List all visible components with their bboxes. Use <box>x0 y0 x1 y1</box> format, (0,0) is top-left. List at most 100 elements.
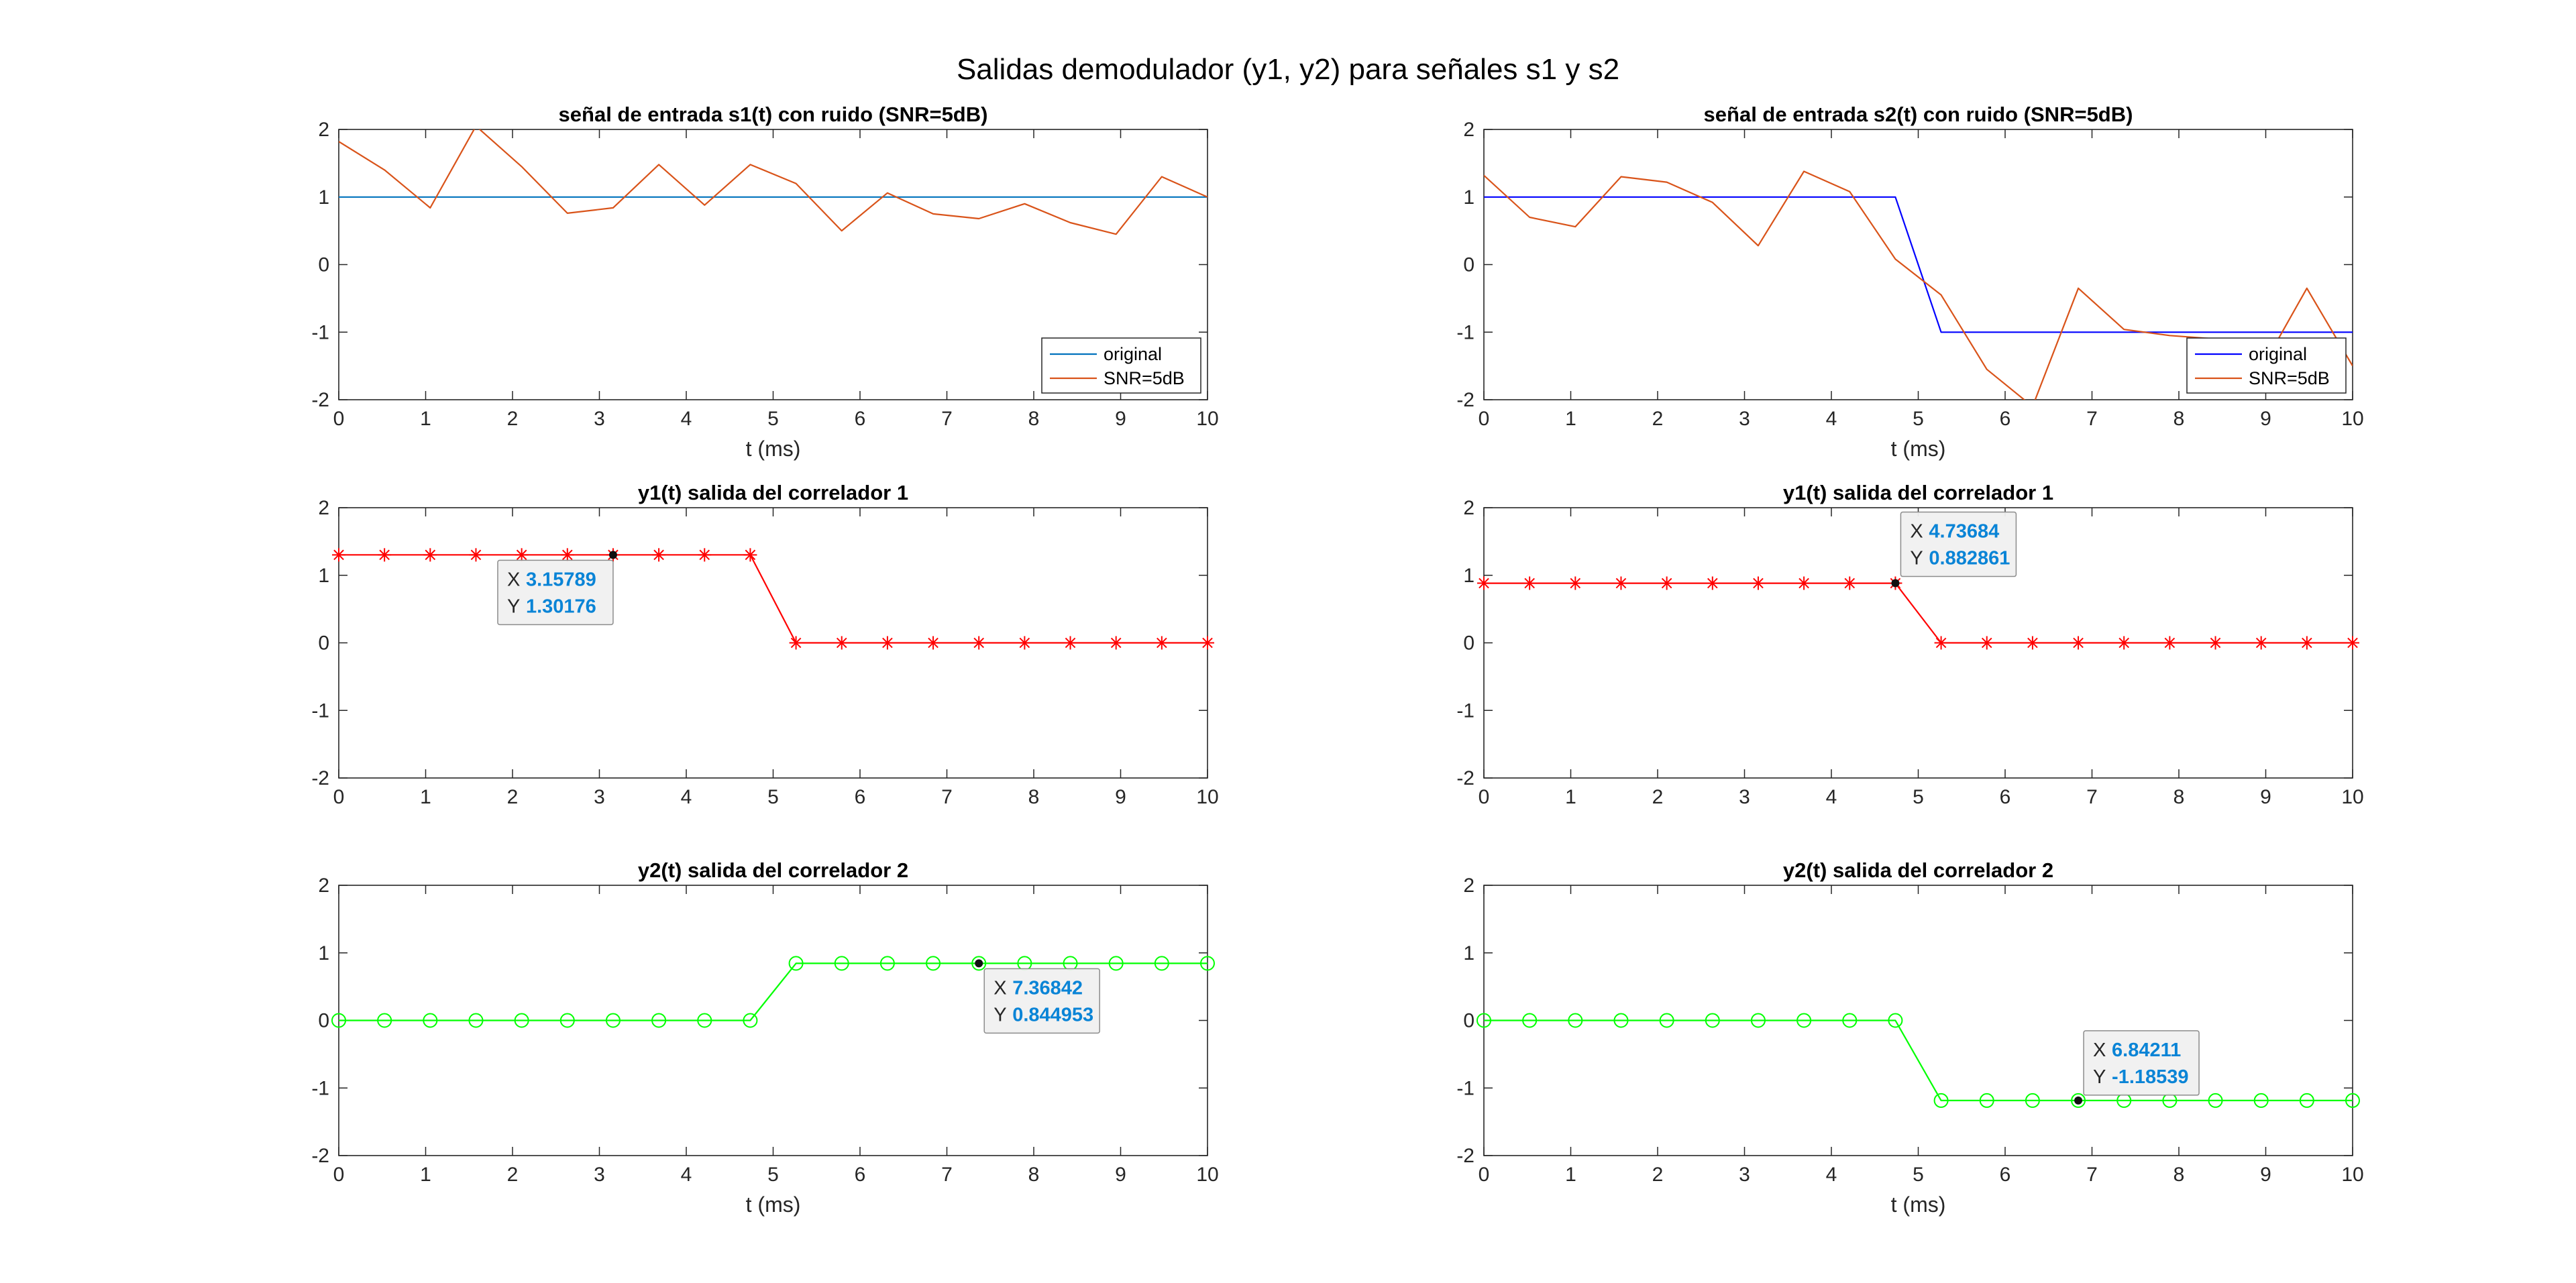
marker-stroke <box>379 549 390 561</box>
data-point-marker <box>1888 1013 1903 1028</box>
data-point-marker <box>1705 576 1719 590</box>
y-tick-label: 2 <box>1463 119 1474 141</box>
x-tick-label: 3 <box>1739 1164 1750 1186</box>
datatip-x-key: X <box>994 977 1006 999</box>
datatip-anchor-point <box>2074 1096 2083 1105</box>
subplot-4: y1(t) salida del correlador 1 0 1 2 3 4 5 6 7 8 9 1… <box>1456 481 2363 808</box>
datatip-x-key: X <box>2093 1040 2106 1061</box>
x-tick-label: 2 <box>507 408 519 430</box>
data-point-marker <box>2346 636 2359 650</box>
data-point-marker <box>1568 1013 1583 1028</box>
datatip-x-key: X <box>507 569 520 590</box>
y-tick-label: 0 <box>318 632 329 655</box>
data-point-marker <box>468 1013 484 1028</box>
data-point-marker <box>1750 1013 1766 1028</box>
data-point-marker <box>1843 576 1857 590</box>
data-point-marker <box>1842 1013 1858 1028</box>
x-tick-label: 10 <box>2341 1164 2363 1186</box>
datatip-y-value: 1.30176 <box>526 596 596 617</box>
subplot-title: y2(t) salida del correlador 2 <box>1783 858 2053 882</box>
datatip-y-key: Y <box>994 1004 1006 1025</box>
series-line-1 <box>339 962 1208 1021</box>
datatip-y-value: 0.882861 <box>1929 548 2010 569</box>
data-point-marker <box>1614 576 1628 590</box>
marker-stroke <box>745 549 756 561</box>
marker-stroke <box>333 549 344 561</box>
datatip-box <box>1900 511 2017 577</box>
y-tick-label: 2 <box>1463 497 1474 519</box>
datatip-y-value: -1.18539 <box>2112 1066 2189 1088</box>
x-tick-label: 0 <box>1479 786 1490 808</box>
x-tick-label: 7 <box>2086 408 2098 430</box>
plot-area <box>1484 582 2353 644</box>
data-point-marker <box>332 548 345 562</box>
datatip-x-value: 3.15789 <box>526 569 596 590</box>
marker-stroke <box>2210 637 2221 649</box>
x-tick-label: 7 <box>2086 1164 2098 1186</box>
datatip-x-value: 4.73684 <box>1929 521 1999 543</box>
x-tick-label: 3 <box>1739 408 1750 430</box>
x-axis-label: t (ms) <box>1891 1192 1946 1217</box>
y-tick-label: -1 <box>311 700 329 722</box>
data-point-marker <box>972 636 986 650</box>
y-tick-label: -1 <box>311 321 329 343</box>
marker-stroke <box>1110 637 1122 649</box>
data-point-marker <box>1477 576 1491 590</box>
marker-stroke <box>2164 637 2176 649</box>
x-tick-label: 8 <box>2174 1164 2185 1186</box>
data-point-marker <box>2163 636 2177 650</box>
x-tick-label: 8 <box>1028 408 1040 430</box>
y-tick-label: 1 <box>318 942 329 964</box>
x-tick-label: 1 <box>1565 1164 1576 1186</box>
marker-stroke <box>882 637 893 649</box>
x-tick-label: 5 <box>767 786 779 808</box>
data-point-marker <box>788 956 804 971</box>
datatip-anchor-point <box>975 959 983 968</box>
marker-stroke <box>1157 637 1167 649</box>
datatip: X 7.36842 Y 0.844953 <box>975 959 1100 1034</box>
x-tick-label: 4 <box>681 1164 692 1186</box>
x-tick-label: 6 <box>2000 1164 2011 1186</box>
x-tick-label: 10 <box>1196 408 1218 430</box>
x-tick-label: 2 <box>1652 786 1664 808</box>
x-tick-label: 9 <box>2260 786 2271 808</box>
x-tick-label: 9 <box>2260 1164 2271 1186</box>
subplot-title: y1(t) salida del correlador 1 <box>638 481 908 504</box>
legend-entry-2: SNR=5dB <box>2249 368 2330 388</box>
subplot-5: y2(t) salida del correlador 2 0 1 2 3 4 5 6 7 8 9 1… <box>311 858 1218 1217</box>
data-point-marker <box>879 956 895 971</box>
datatip-x-value: 6.84211 <box>2112 1040 2181 1061</box>
series-line-1 <box>339 554 1208 644</box>
marker-stroke <box>1615 577 1627 589</box>
x-axis-label: t (ms) <box>746 437 801 461</box>
x-tick-label: 6 <box>855 786 866 808</box>
data-point-marker <box>559 1013 575 1028</box>
marker-stroke <box>699 549 710 561</box>
data-point-marker <box>2025 636 2039 650</box>
data-point-marker <box>605 1013 621 1028</box>
data-point-marker <box>2117 636 2131 650</box>
legend-box <box>2186 337 2347 394</box>
y-tick-label: -1 <box>1456 1077 1474 1099</box>
data-point-marker <box>423 1013 438 1028</box>
x-tick-label: 2 <box>1652 1164 1664 1186</box>
x-tick-label: 6 <box>2000 408 2011 430</box>
x-tick-label: 4 <box>681 408 692 430</box>
marker-stroke <box>1065 637 1076 649</box>
legend: original SNR=5dB <box>2186 337 2347 394</box>
data-point-marker <box>1796 1013 1812 1028</box>
datatip-box <box>983 968 1100 1034</box>
x-tick-label: 9 <box>2260 408 2271 430</box>
x-tick-label: 10 <box>2341 408 2363 430</box>
data-point-marker <box>515 548 529 562</box>
subplot-2: señal de entrada s2(t) con ruido (SNR=5d… <box>1456 103 2363 461</box>
data-point-marker <box>378 548 392 562</box>
data-point-marker <box>1018 636 1032 650</box>
series-line-1 <box>1484 1019 2353 1102</box>
y-tick-label: 1 <box>1463 942 1474 964</box>
datatip-x-value: 7.36842 <box>1012 977 1083 999</box>
x-tick-label: 10 <box>2341 786 2363 808</box>
data-point-marker <box>971 956 987 971</box>
x-tick-label: 1 <box>1565 408 1576 430</box>
legend-entry-1: original <box>1104 344 1162 364</box>
